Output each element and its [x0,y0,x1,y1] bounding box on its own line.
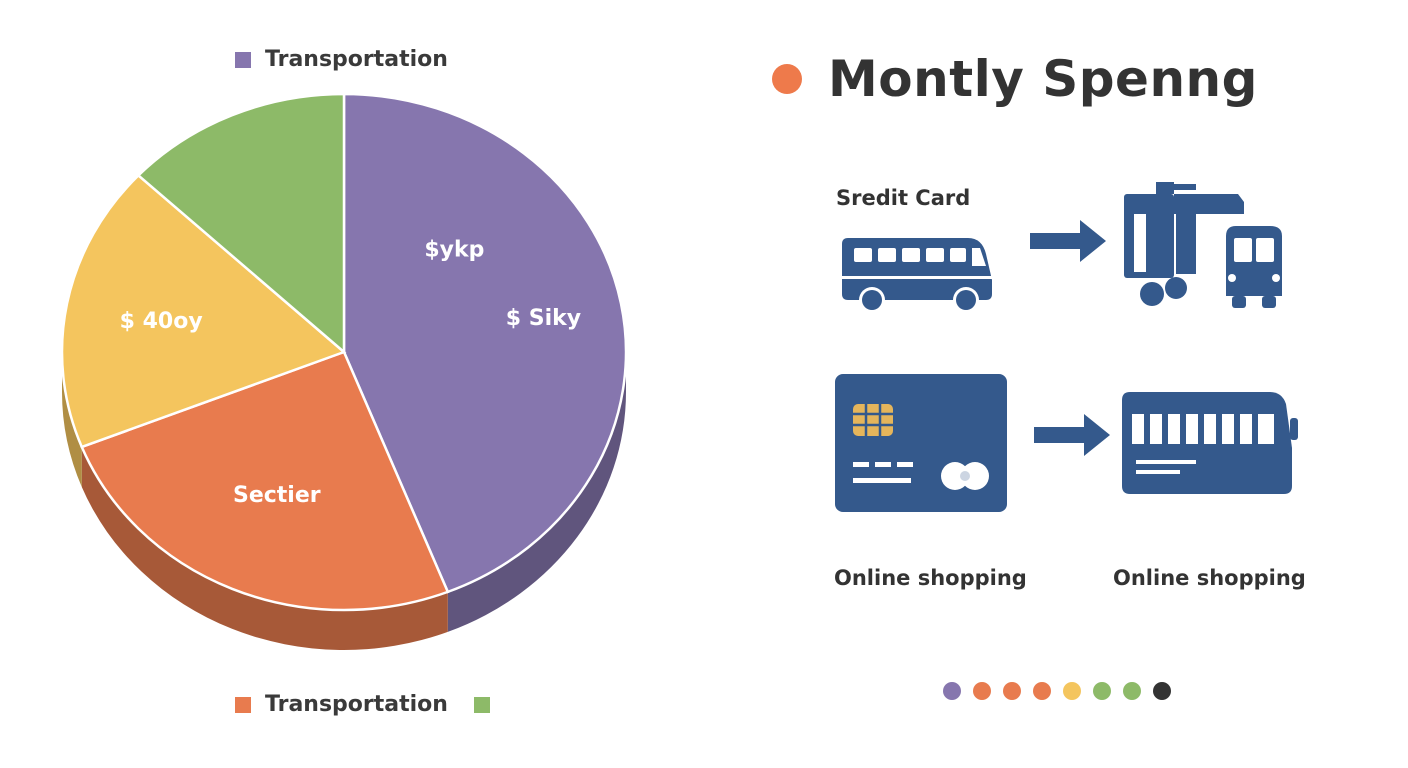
color-dot [973,682,991,700]
legend-top: Transportation [235,47,448,72]
color-dot [1063,682,1081,700]
pie-slice [136,92,346,355]
legend-swatch-green [473,696,490,713]
arrow-right-icon [1034,414,1110,456]
bus-side-icon [1122,392,1298,494]
pie-slices [60,92,628,612]
pie-label: $ykp [424,238,484,263]
color-dots [943,682,1183,700]
pie-chart: $ykp $ Siky Sectier $ 40oy [60,92,628,650]
legend-label-top: Transportation [265,47,448,72]
title-dot-icon [772,64,802,94]
title-block: Montly Spenng [772,50,1258,108]
page-title: Montly Spenng [828,50,1258,108]
caption-credit-card: Sredit Card [836,186,971,210]
color-dot [1093,682,1111,700]
legend-bottom: Transportation [235,692,490,717]
pie-slice [342,92,628,594]
color-dot [1123,682,1141,700]
pie-label: Sectier [233,483,321,508]
pie-slice [80,350,450,612]
truck-icon [1124,182,1282,308]
bus-icon [842,238,992,313]
color-dot [1153,682,1171,700]
credit-card-icon [835,374,1007,512]
pie-slice-side [62,352,82,487]
caption-online-shopping-left: Online shopping [834,566,1027,590]
pie-slice [60,173,347,449]
color-dot [1003,682,1021,700]
legend-swatch-purple [235,51,251,68]
pie-labels: $ykp $ Siky Sectier $ 40oy [120,238,581,508]
legend-label-bottom: Transportation [265,692,448,717]
legend-swatch-orange [235,696,251,713]
color-dot [1033,682,1051,700]
pie-slice-side [447,352,626,632]
caption-online-shopping-right: Online shopping [1113,566,1306,590]
pie-label: $ 40oy [120,309,203,334]
pie-label-secondary: $ Siky [506,306,581,331]
pie-depth [62,352,626,650]
color-dot [943,682,961,700]
pie-slice-side [81,446,448,650]
arrow-right-icon [1030,220,1106,262]
